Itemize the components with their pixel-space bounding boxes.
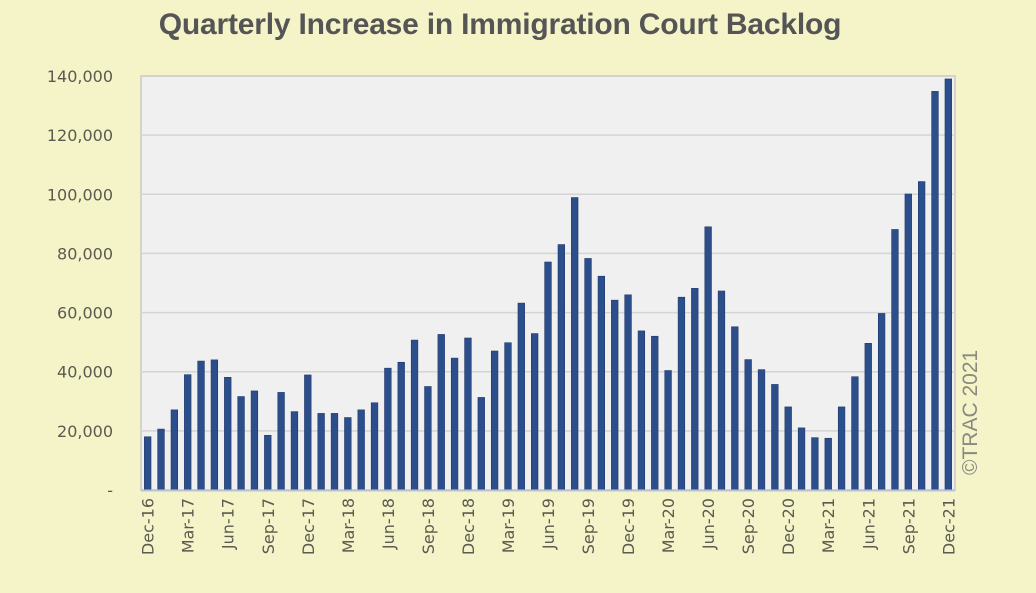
y-tick-label: - [107, 481, 113, 500]
bar-Aug-21 [891, 229, 899, 491]
x-tick-label: Mar-17 [179, 498, 198, 553]
bar-Jan-19 [477, 397, 485, 491]
x-tick-label: Dec-19 [619, 498, 638, 555]
bar-Apr-19 [517, 302, 525, 491]
x-tick-label: Dec-17 [299, 498, 318, 555]
bar-Jan-18 [317, 413, 325, 491]
x-tick-label: Mar-18 [339, 498, 358, 553]
bar-Jun-21 [864, 343, 872, 491]
bar-Dec-18 [464, 337, 472, 491]
bar-Oct-20 [757, 369, 766, 491]
x-tick-label: Jun-18 [379, 498, 398, 550]
bar-May-17 [210, 359, 219, 491]
y-tick-label: 120,000 [47, 126, 113, 145]
bar-Mar-20 [664, 370, 672, 491]
x-tick-label: Sep-20 [739, 498, 758, 554]
y-tick-label: 80,000 [57, 244, 113, 263]
x-tick-label: Dec-20 [779, 498, 798, 555]
bar-Oct-19 [597, 275, 606, 491]
bar-Jun-19 [544, 261, 552, 491]
x-tick-label: Mar-21 [819, 498, 838, 553]
x-tick-label: Mar-19 [499, 498, 518, 553]
bar-Feb-19 [490, 350, 499, 491]
bar-Jan-20 [637, 330, 646, 491]
x-tick-label: Jun-20 [699, 498, 718, 550]
chart-title: Quarterly Increase in Immigration Court … [158, 8, 842, 41]
bar-Feb-18 [330, 413, 339, 491]
bar-Sep-18 [424, 386, 432, 491]
bar-Dec-19 [624, 294, 632, 491]
bar-Aug-17 [250, 390, 259, 491]
x-tick-label: Sep-17 [259, 498, 278, 554]
bar-Aug-20 [731, 326, 739, 491]
y-tick-label: 100,000 [47, 185, 113, 204]
bar-Mar-18 [344, 417, 352, 491]
bar-Jul-21 [877, 313, 886, 491]
bars [144, 78, 952, 491]
bar-Jul-20 [717, 290, 726, 491]
bar-May-21 [851, 376, 859, 491]
bar-Nov-21 [931, 91, 939, 491]
x-tick-label: Dec-16 [139, 498, 158, 555]
x-tick-label: Sep-18 [419, 498, 438, 554]
x-tick-label: Sep-19 [579, 498, 598, 554]
bar-Oct-21 [918, 181, 926, 491]
bar-Mar-19 [504, 342, 512, 491]
bar-Jan-21 [797, 427, 806, 491]
bar-Apr-17 [197, 360, 205, 491]
bar-Dec-17 [304, 374, 312, 491]
bar-Mar-21 [824, 437, 832, 491]
bar-Feb-17 [170, 409, 178, 491]
bar-Oct-17 [277, 392, 285, 491]
bar-Dec-16 [144, 436, 152, 491]
bar-May-18 [370, 402, 379, 491]
bar-Jan-17 [157, 428, 165, 491]
bar-Oct-18 [437, 334, 445, 491]
bar-Nov-17 [290, 411, 299, 491]
bar-Aug-19 [571, 197, 579, 491]
bar-Jul-18 [397, 361, 405, 491]
x-tick-label: Dec-21 [939, 498, 958, 555]
bar-Jun-17 [224, 377, 232, 491]
bar-Apr-21 [837, 406, 846, 491]
bar-Dec-20 [784, 406, 792, 491]
bar-Jun-20 [704, 226, 712, 491]
y-axis-ticks: - 20,000 40,000 60,000 80,000 100,000 120,000 1… [47, 67, 113, 500]
bar-Sep-17 [264, 434, 272, 491]
bar-Nov-19 [611, 299, 619, 491]
x-tick-label: Sep-21 [899, 498, 918, 554]
x-tick-label: Jun-17 [219, 498, 238, 550]
bar-Jun-18 [384, 367, 392, 491]
bar-Feb-20 [651, 335, 659, 491]
x-tick-label: Mar-20 [659, 498, 678, 553]
bar-May-20 [691, 288, 699, 491]
bar-Apr-18 [357, 409, 365, 491]
copyright-annotation: ©TRAC 2021 [959, 350, 982, 475]
bar-Sep-20 [744, 359, 752, 491]
bar-Jul-19 [557, 244, 565, 491]
bar-Dec-21 [944, 78, 952, 491]
bar-Sep-21 [904, 193, 912, 491]
bar-Nov-20 [771, 384, 779, 491]
bar-Nov-18 [450, 357, 459, 491]
x-axis-ticks: Dec-16 Mar-17 Jun-17 Sep-17 Dec-17 Mar-18 Jun-… [139, 498, 959, 555]
bar-Apr-20 [677, 296, 686, 491]
y-tick-label: 60,000 [57, 304, 113, 323]
bar-Feb-21 [811, 437, 819, 491]
y-tick-label: 140,000 [47, 67, 113, 86]
bar-May-19 [531, 333, 539, 491]
y-tick-label: 40,000 [57, 363, 113, 382]
x-tick-label: Jun-19 [539, 498, 558, 550]
bar-Jul-17 [237, 396, 245, 491]
bar-Sep-19 [584, 258, 592, 491]
x-tick-label: Dec-18 [459, 498, 478, 555]
y-tick-label: 20,000 [57, 422, 113, 441]
bar-Mar-17 [184, 374, 192, 491]
bar-Aug-18 [410, 339, 419, 491]
x-tick-label: Jun-21 [859, 498, 878, 550]
